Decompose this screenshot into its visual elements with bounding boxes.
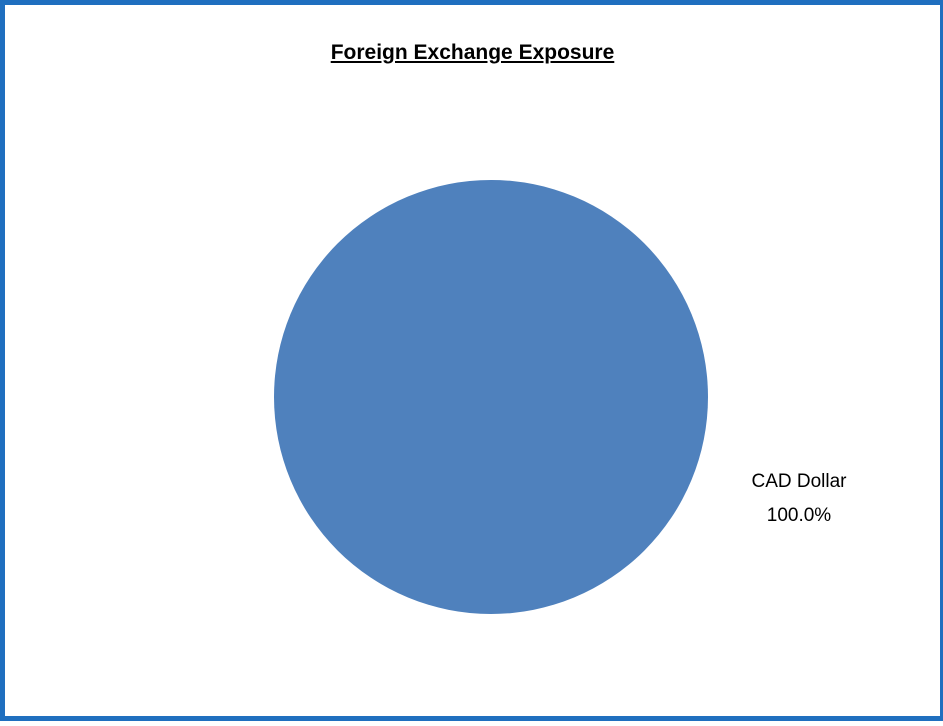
slice-percent-label: 100.0% <box>767 505 832 526</box>
pie-labels: CAD Dollar 100.0% <box>751 471 847 526</box>
slice-data-label: CAD Dollar 100.0% <box>751 471 847 526</box>
pie-chart: CAD Dollar 100.0% <box>274 180 847 614</box>
pie-slice-cad-dollar <box>274 180 708 614</box>
slice-category-label: CAD Dollar <box>751 471 847 492</box>
pie-slices <box>274 180 708 614</box>
chart-title: Foreign Exchange Exposure <box>330 41 615 64</box>
